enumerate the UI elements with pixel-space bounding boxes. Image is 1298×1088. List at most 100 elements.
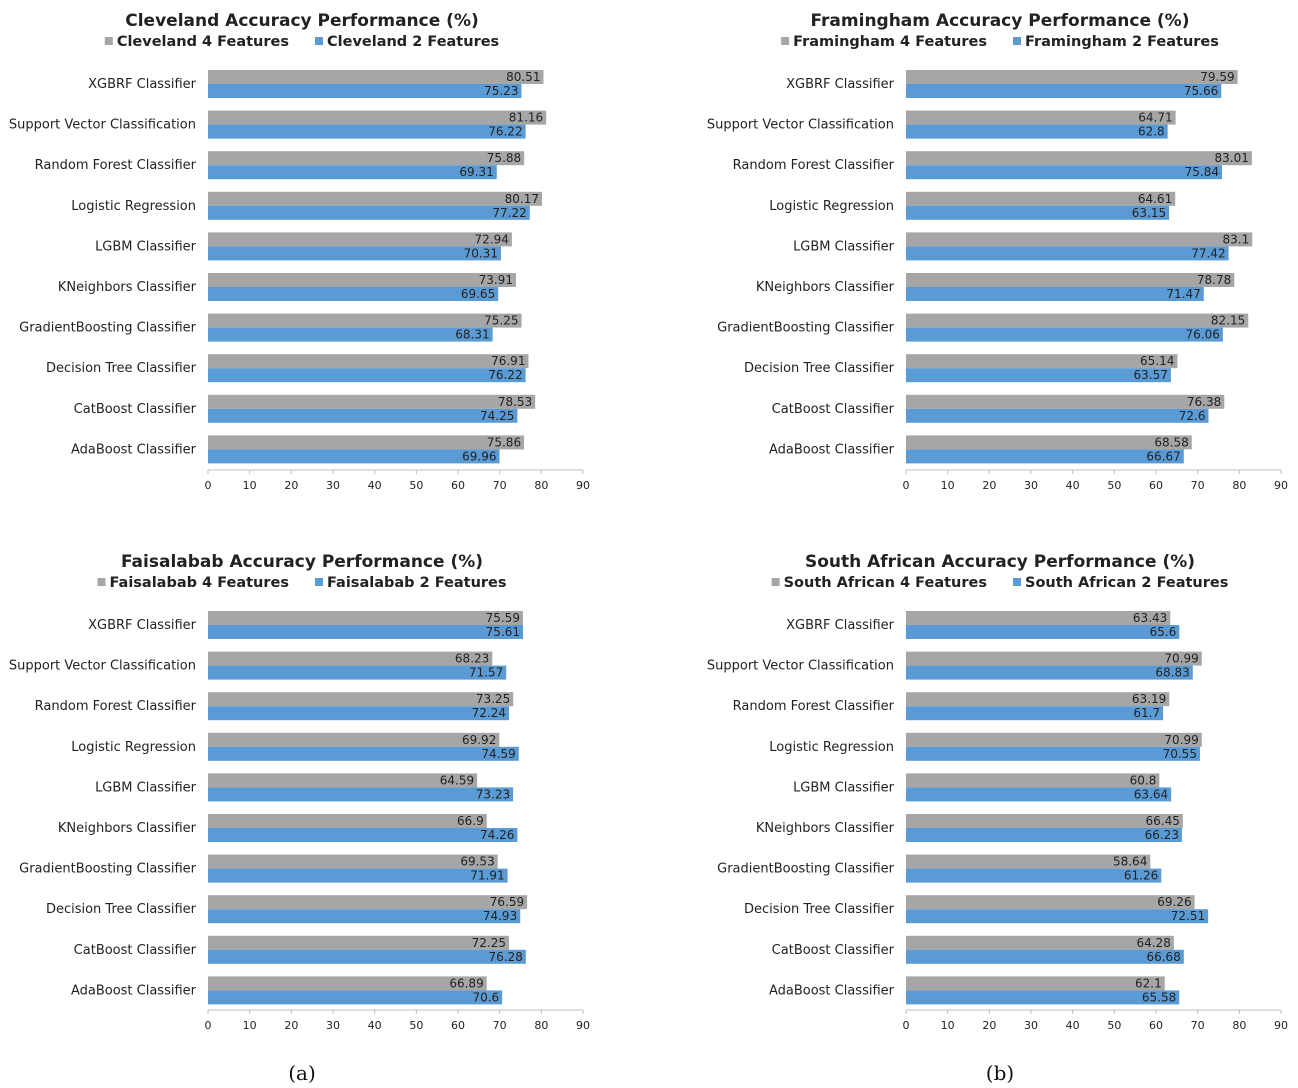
bar-4-features: [906, 273, 1235, 287]
bar-2-features: [208, 949, 526, 964]
data-label: 63.19: [1132, 692, 1166, 706]
data-label: 76.38: [1187, 395, 1221, 409]
legend-label: Cleveland 4 Features: [117, 34, 289, 50]
bar-2-features: [208, 787, 514, 802]
bar-4-features: [208, 895, 528, 910]
x-tick-label: 20: [982, 479, 996, 492]
category-label: AdaBoost Classifier: [71, 983, 197, 998]
bar-4-features: [906, 435, 1192, 450]
data-label: 66.68: [1146, 950, 1180, 964]
bar-2-features: [906, 124, 1168, 139]
chart-panel-4: South African Accuracy Performance (%) So…: [707, 552, 1288, 1032]
bar-2-features: [906, 949, 1184, 964]
bar-4-features: [208, 651, 493, 666]
data-label: 78.78: [1197, 273, 1231, 287]
bar-4-features: [208, 692, 514, 707]
x-tick-label: 30: [326, 1019, 340, 1032]
x-tick-label: 60: [451, 479, 465, 492]
chart-panel-3: Faisalabab Accuracy Performance (%) Faisa…: [9, 552, 590, 1032]
legend-label: South African 2 Features: [1025, 575, 1228, 591]
bar-2-features: [906, 408, 1209, 423]
bar-2-features: [906, 706, 1164, 721]
x-tick-label: 80: [534, 479, 548, 492]
data-label: 61.7: [1133, 706, 1160, 720]
data-label: 72.24: [472, 706, 506, 720]
data-label: 75.59: [486, 611, 520, 625]
bar-4-features: [208, 110, 547, 125]
data-label: 75.66: [1184, 84, 1218, 98]
data-label: 71.47: [1166, 287, 1200, 301]
category-label: Logistic Regression: [71, 199, 196, 214]
data-label: 60.8: [1130, 773, 1157, 787]
data-label: 62.1: [1135, 976, 1162, 990]
category-label: GradientBoosting Classifier: [19, 321, 197, 336]
category-label: KNeighbors Classifier: [58, 821, 197, 836]
data-label: 75.86: [487, 435, 521, 449]
legend-label: Cleveland 2 Features: [327, 34, 499, 50]
legend: South African 4 Features South African 2 …: [771, 575, 1228, 591]
data-label: 66.23: [1145, 828, 1179, 842]
caption-a: (a): [288, 1061, 316, 1085]
bar-2-features: [906, 665, 1193, 680]
bar-2-features: [208, 828, 518, 842]
x-tick-label: 70: [493, 1019, 507, 1032]
data-label: 63.43: [1133, 611, 1167, 625]
legend: Cleveland 4 Features Cleveland 2 Features: [104, 34, 499, 50]
x-tick-label: 30: [326, 479, 340, 492]
category-label: Logistic Regression: [71, 740, 196, 755]
bar-4-features: [906, 651, 1202, 666]
category-label: KNeighbors Classifier: [58, 280, 197, 295]
legend-swatch: [781, 37, 790, 45]
data-label: 76.22: [488, 125, 522, 139]
bar-2-features: [208, 665, 507, 680]
bar-2-features: [208, 909, 521, 924]
category-label: AdaBoost Classifier: [769, 442, 895, 457]
data-label: 70.99: [1164, 652, 1198, 666]
data-label: 77.42: [1191, 246, 1225, 260]
data-label: 78.53: [498, 395, 532, 409]
category-label: GradientBoosting Classifier: [19, 862, 197, 877]
category-label: Support Vector Classification: [9, 659, 196, 674]
bar-4-features: [906, 976, 1165, 991]
bar-2-features: [208, 368, 526, 383]
data-label: 71.57: [469, 666, 503, 680]
bar-2-features: [208, 408, 518, 423]
category-label: Decision Tree Classifier: [744, 361, 895, 376]
bar-4-features: [906, 394, 1225, 409]
x-tick-label: 10: [941, 1019, 955, 1032]
bar-4-features: [906, 313, 1249, 328]
data-label: 63.57: [1134, 368, 1168, 382]
x-tick-label: 0: [903, 1019, 910, 1032]
bar-2-features: [906, 368, 1171, 383]
data-label: 64.59: [440, 773, 474, 787]
data-label: 82.15: [1211, 314, 1245, 328]
bar-2-features: [906, 990, 1180, 1005]
bar-2-features: [906, 449, 1184, 464]
bar-4-features: [208, 70, 544, 84]
data-label: 75.61: [486, 625, 520, 639]
x-tick-label: 90: [576, 1019, 590, 1032]
data-label: 69.65: [461, 287, 495, 301]
caption-b: (b): [986, 1061, 1014, 1085]
x-tick-label: 60: [451, 1019, 465, 1032]
x-tick-label: 40: [1066, 1019, 1080, 1032]
bar-2-features: [208, 868, 508, 883]
bar-2-features: [208, 124, 526, 139]
category-label: Logistic Regression: [769, 740, 894, 755]
bar-2-features: [208, 287, 499, 301]
bar-4-features: [208, 191, 543, 206]
category-label: Random Forest Classifier: [733, 158, 895, 173]
data-label: 69.92: [462, 733, 496, 747]
data-label: 66.89: [449, 976, 483, 990]
bar-4-features: [906, 854, 1151, 869]
bar-4-features: [208, 732, 500, 747]
legend-swatch: [1013, 578, 1021, 586]
data-label: 65.58: [1142, 990, 1176, 1004]
data-label: 69.31: [459, 165, 493, 179]
x-tick-label: 80: [534, 1019, 548, 1032]
x-tick-label: 70: [1191, 479, 1205, 492]
data-label: 75.23: [484, 84, 518, 98]
category-label: LGBM Classifier: [793, 780, 895, 795]
category-label: Decision Tree Classifier: [46, 361, 197, 376]
data-label: 74.59: [481, 747, 515, 761]
